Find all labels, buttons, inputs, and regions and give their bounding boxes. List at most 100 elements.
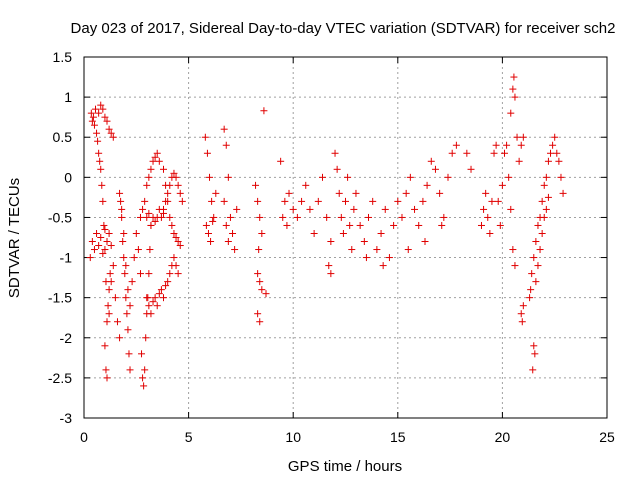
data-point [155,157,163,165]
data-point [126,302,134,310]
data-point [323,213,331,221]
data-point [444,173,452,181]
x-tick-label: 15 [390,429,406,445]
data-point [289,205,297,213]
data-point [145,209,153,217]
data-point [149,157,157,165]
data-point [415,221,423,229]
data-point [86,254,94,262]
data-point [385,254,393,262]
data-point [204,229,212,237]
data-point [151,217,159,225]
data-point [507,205,515,213]
data-point [513,133,521,141]
data-point [88,117,96,125]
data-point [170,254,178,262]
data-point [159,294,167,302]
data-point [120,229,128,237]
data-point [252,181,260,189]
y-tick-label: -1 [60,250,73,266]
y-tick-label: 1 [64,89,72,105]
data-point [107,129,115,137]
data-point [381,205,389,213]
data-point [220,125,228,133]
data-point [116,334,124,342]
data-point [256,318,264,326]
data-point [143,213,151,221]
data-point [438,221,446,229]
data-point [118,213,126,221]
data-point [172,173,180,181]
data-point [145,302,153,310]
data-point [111,294,119,302]
data-point [220,197,228,205]
data-point [298,197,306,205]
data-point [107,278,115,286]
data-point [105,310,113,318]
data-point [281,197,289,205]
data-point [222,221,230,229]
data-point [224,173,232,181]
data-point [102,366,110,374]
data-point [226,213,234,221]
x-tick-label: 25 [599,429,615,445]
data-point [172,262,180,270]
y-tick-label: -0.5 [48,209,72,225]
data-point [365,213,373,221]
data-point [138,350,146,358]
data-point [519,133,527,141]
data-point [231,246,239,254]
data-point [427,157,435,165]
grid-lines [84,57,607,418]
data-point [103,117,111,125]
data-point [168,221,176,229]
data-point [172,234,180,241]
data-point [436,189,444,197]
data-point [254,197,262,205]
data-point [542,173,550,181]
data-point [532,278,540,286]
data-point [208,197,216,205]
data-point [104,302,112,310]
data-point [283,221,291,229]
data-point [477,221,485,229]
data-point [480,205,488,213]
data-point [89,113,97,121]
data-point [149,298,157,306]
data-point [147,221,155,229]
data-point [130,254,138,262]
data-point [212,189,220,197]
data-point [490,149,498,157]
data-point [542,205,550,213]
data-point [139,374,147,382]
data-point [103,238,111,246]
data-point [136,213,144,221]
data-point [419,197,427,205]
data-point [176,189,184,197]
data-point [101,225,109,233]
data-point [170,229,178,237]
data-point [97,165,105,173]
data-point [157,213,165,221]
data-point [360,238,368,246]
x-tick-label: 0 [80,429,88,445]
data-point [440,213,448,221]
data-point [517,310,525,318]
data-point [93,129,101,137]
data-point [528,270,536,278]
data-point [318,173,326,181]
y-tick-label: -2 [60,330,73,346]
data-point [256,278,264,286]
data-point [101,113,109,121]
data-point [557,173,565,181]
data-point [254,270,262,278]
data-point [511,262,519,270]
data-point [306,205,314,213]
data-point [147,310,155,318]
data-point [258,229,266,237]
y-axis-label: SDTVAR / TECUs [6,178,23,298]
data-point [402,189,410,197]
data-point [260,107,268,115]
data-point [530,254,538,262]
data-point [164,189,172,197]
